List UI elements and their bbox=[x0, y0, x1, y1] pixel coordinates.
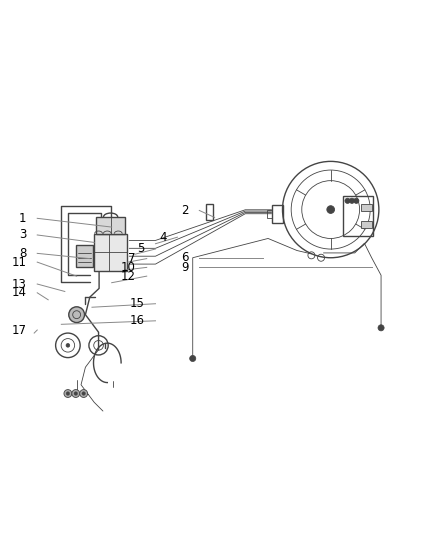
Bar bbox=[343, 197, 373, 236]
Text: 2: 2 bbox=[181, 204, 188, 217]
Text: 14: 14 bbox=[11, 286, 26, 300]
Bar bbox=[272, 205, 283, 223]
Circle shape bbox=[345, 198, 350, 204]
Circle shape bbox=[190, 356, 196, 361]
Circle shape bbox=[378, 325, 384, 331]
Text: 7: 7 bbox=[128, 252, 136, 265]
Text: 9: 9 bbox=[181, 261, 188, 274]
Bar bbox=[361, 221, 372, 229]
Circle shape bbox=[69, 307, 85, 322]
Circle shape bbox=[64, 390, 72, 398]
Bar bbox=[206, 204, 213, 220]
Bar bbox=[267, 209, 272, 219]
Circle shape bbox=[354, 198, 359, 204]
Text: 16: 16 bbox=[130, 314, 145, 327]
Circle shape bbox=[80, 390, 88, 398]
Text: 8: 8 bbox=[19, 247, 26, 260]
Circle shape bbox=[74, 392, 78, 395]
Text: 17: 17 bbox=[11, 324, 26, 336]
Circle shape bbox=[327, 206, 335, 213]
Circle shape bbox=[350, 198, 354, 204]
Bar bbox=[76, 245, 93, 266]
Text: 6: 6 bbox=[181, 251, 188, 264]
Bar bbox=[361, 204, 372, 211]
Bar bbox=[96, 217, 125, 233]
Text: 12: 12 bbox=[121, 270, 136, 282]
Text: 1: 1 bbox=[19, 212, 26, 225]
Text: 5: 5 bbox=[137, 243, 145, 255]
Text: 10: 10 bbox=[121, 261, 136, 274]
Circle shape bbox=[66, 392, 70, 395]
Text: 11: 11 bbox=[11, 256, 26, 269]
Text: 15: 15 bbox=[130, 297, 145, 310]
Bar bbox=[94, 233, 127, 271]
Text: 3: 3 bbox=[19, 229, 26, 241]
Text: 13: 13 bbox=[11, 278, 26, 290]
Circle shape bbox=[66, 343, 70, 347]
Circle shape bbox=[72, 390, 80, 398]
Text: 4: 4 bbox=[159, 231, 166, 244]
Circle shape bbox=[82, 392, 85, 395]
